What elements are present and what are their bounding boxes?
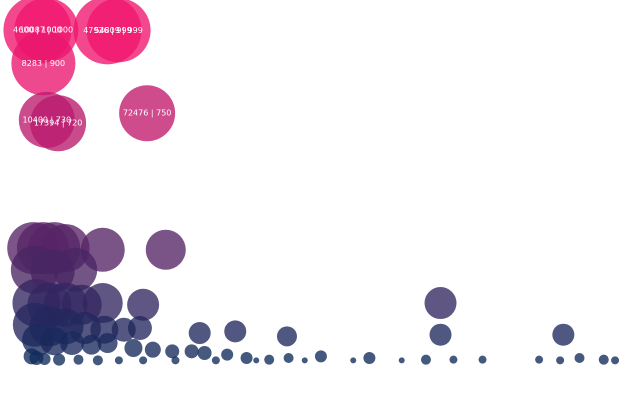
data-bubble (73, 354, 84, 365)
data-bubble (556, 356, 565, 365)
labeled-bubble (30, 95, 87, 152)
data-bubble (253, 357, 260, 364)
data-bubble (535, 355, 544, 364)
data-bubble (184, 344, 199, 359)
data-bubble (139, 356, 148, 365)
data-bubble (449, 355, 458, 364)
data-bubble (127, 288, 160, 321)
data-bubble (82, 283, 123, 324)
data-bubble (38, 353, 51, 366)
data-bubble (144, 341, 161, 358)
data-bubble (197, 346, 212, 361)
labeled-bubble (119, 85, 176, 142)
data-bubble (145, 229, 186, 270)
bubble-label: 47926 | 999 (83, 26, 132, 35)
data-bubble (283, 353, 294, 364)
labeled-bubble (86, 0, 151, 63)
data-bubble (574, 353, 585, 364)
data-bubble (53, 353, 66, 366)
data-bubble (188, 322, 211, 345)
data-bubble (224, 320, 247, 343)
data-bubble (420, 354, 431, 365)
data-bubble (350, 357, 357, 364)
data-bubble (301, 357, 308, 364)
bubble-label: 10087 | 1000 (20, 25, 74, 34)
data-bubble (398, 357, 405, 364)
data-bubble (314, 350, 327, 363)
bubble-label: 17394 | 720 (34, 119, 83, 128)
data-bubble (60, 331, 85, 356)
bubble-label: 4600 | 1000 (13, 25, 62, 34)
data-bubble (171, 356, 180, 365)
bubble-label: 72476 | 750 (123, 109, 172, 118)
bubble-label: 54809 | 999 (94, 26, 143, 35)
data-bubble (221, 348, 234, 361)
data-bubble (424, 287, 457, 320)
data-bubble (240, 352, 253, 365)
data-bubble (114, 356, 123, 365)
bubble-label: 10400 | 730 (23, 115, 72, 124)
data-bubble (92, 355, 103, 366)
bubble-layer (3, 0, 620, 366)
data-bubble (276, 326, 297, 347)
data-bubble (127, 316, 152, 341)
data-bubble (81, 334, 102, 355)
data-bubble (211, 356, 220, 365)
data-bubble (124, 339, 143, 358)
data-bubble (429, 323, 452, 346)
data-bubble (552, 323, 575, 346)
data-bubble (611, 356, 620, 365)
data-bubble (40, 327, 69, 356)
data-bubble (478, 355, 487, 364)
labeled-bubble (11, 31, 76, 96)
bubble-label: 8283 | 900 (22, 59, 65, 68)
data-bubble (264, 354, 275, 365)
data-bubble (165, 344, 180, 359)
data-bubble (363, 352, 376, 365)
data-bubble (598, 354, 609, 365)
data-bubble (97, 333, 118, 354)
data-bubble (53, 247, 98, 292)
